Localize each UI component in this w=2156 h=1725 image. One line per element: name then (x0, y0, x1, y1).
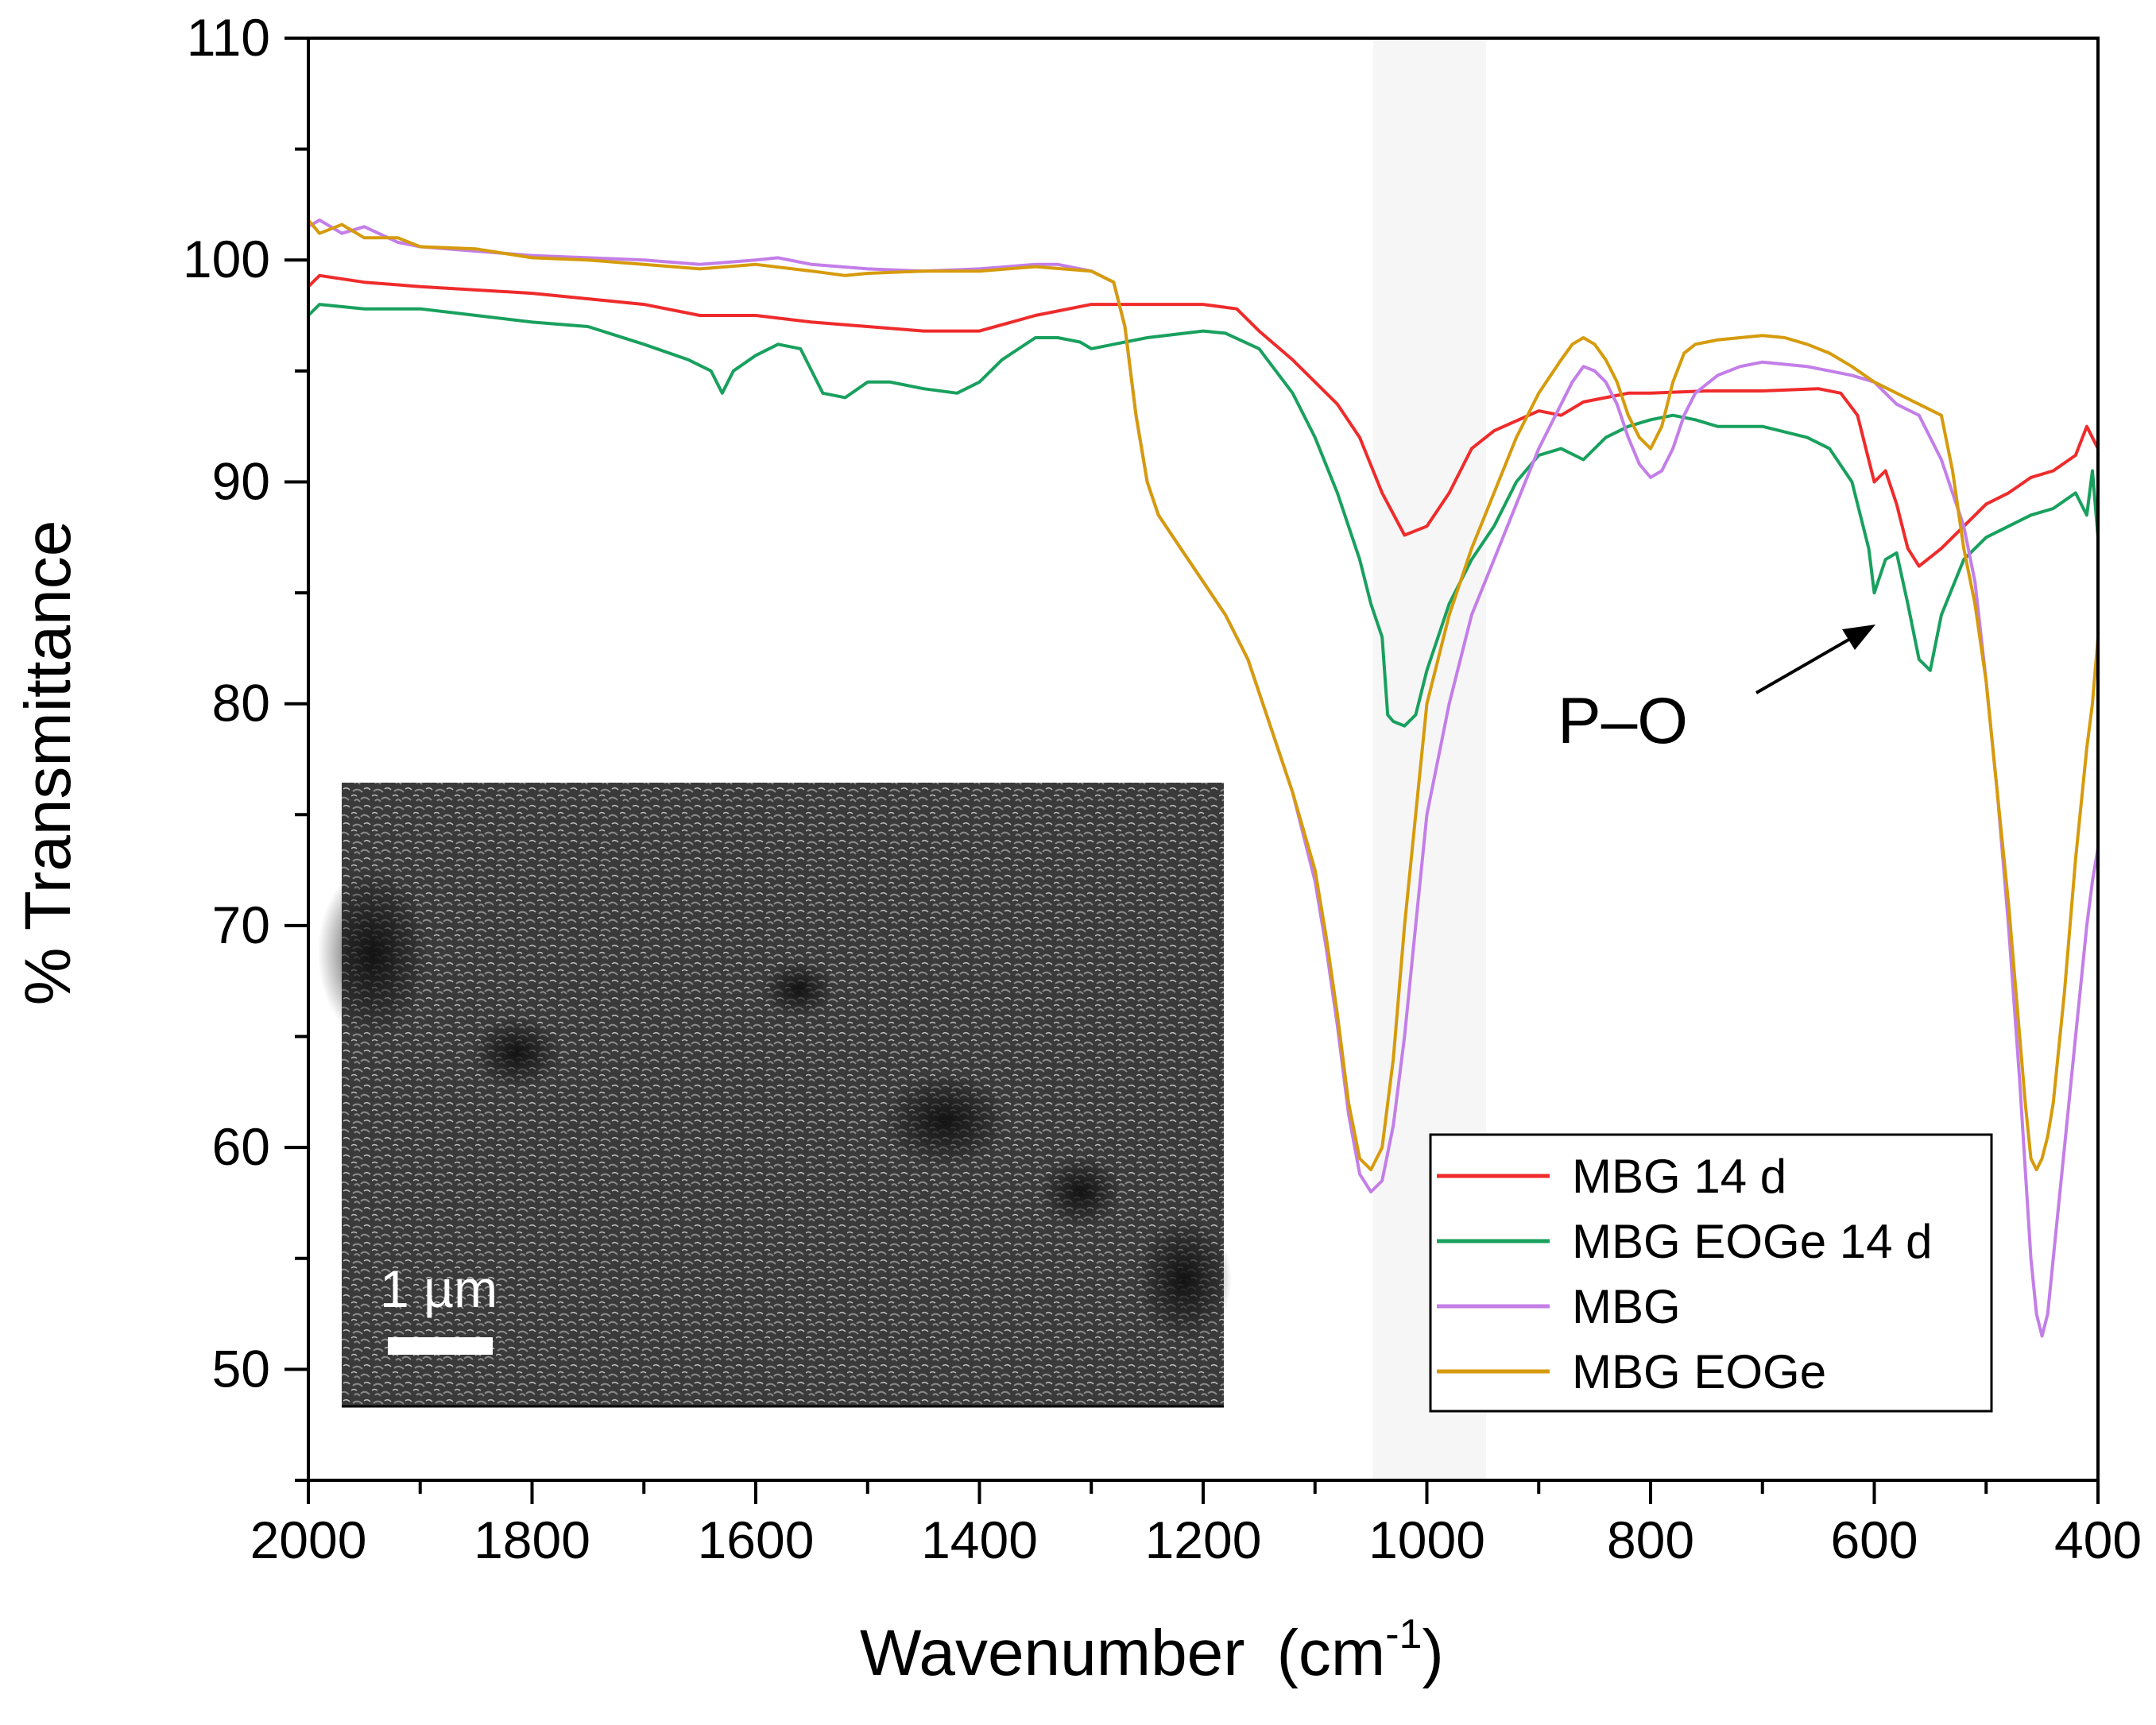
sem-pore (882, 1073, 1009, 1168)
series-line-mbg-eoge (308, 219, 2098, 1172)
annotation-label: P–O (1558, 685, 1688, 757)
x-tick-label: 600 (1830, 1510, 1918, 1569)
y-axis-title: % Transmittance (12, 520, 84, 1006)
x-tick-label: 1400 (921, 1510, 1038, 1569)
annotation-arrow-line (1755, 634, 1856, 694)
sem-pore (473, 1017, 560, 1089)
scale-bar-label: 1 µm (380, 1259, 497, 1318)
series-line-mbg-14-d (308, 273, 2098, 568)
y-tick-label: 110 (187, 8, 270, 67)
sem-inset: 1 µm (318, 783, 1232, 1408)
sem-image (342, 783, 1224, 1406)
sem-pore (1136, 1216, 1232, 1343)
sem-pore (318, 866, 429, 1041)
series-line-mbg-eoge-14-d (308, 303, 2098, 728)
annotation-arrowhead (1842, 625, 1875, 650)
annotation-p-o: P–O (1558, 625, 1875, 757)
x-tick-label: 1600 (698, 1510, 815, 1569)
y-tick-label: 90 (212, 451, 270, 510)
legend: MBG 14 d MBG EOGe 14 d MBG MBG EOGe (1429, 1133, 1993, 1413)
x-tick-label: 400 (2054, 1510, 2142, 1569)
x-tick-label: 1000 (1368, 1510, 1485, 1569)
y-tick-label: 80 (212, 674, 270, 733)
legend-label: MBG EOGe (1572, 1345, 1826, 1398)
y-tick-label: 50 (212, 1339, 270, 1398)
x-axis-title-unit: (cm (1277, 1617, 1386, 1689)
x-tick-label: 1200 (1145, 1510, 1262, 1569)
x-axis-title-unit-close: ) (1422, 1617, 1443, 1689)
x-axis: 2000 1800 1600 1400 1200 1000 800 600 400 (250, 1480, 2142, 1569)
sem-pore (763, 961, 834, 1017)
scale-bar (388, 1337, 493, 1355)
series-group (308, 219, 2098, 1338)
x-axis-title-unit-sup: -1 (1385, 1611, 1422, 1657)
y-axis: 50 60 70 80 90 100 110 (183, 8, 308, 1482)
sem-pore (1041, 1156, 1121, 1228)
y-tick-label: 100 (183, 230, 270, 288)
x-axis-title-main: Wavenumber (860, 1617, 1245, 1689)
legend-box (1429, 1133, 1993, 1413)
legend-label: MBG EOGe 14 d (1572, 1215, 1933, 1268)
legend-label: MBG (1572, 1280, 1681, 1333)
x-axis-title: Wavenumber (cm-1) (860, 1611, 1444, 1689)
x-tick-label: 1800 (474, 1510, 590, 1569)
legend-label: MBG 14 d (1572, 1150, 1786, 1203)
y-tick-label: 60 (212, 1117, 270, 1176)
x-tick-label: 2000 (250, 1510, 367, 1569)
x-tick-label: 800 (1607, 1510, 1694, 1569)
y-tick-label: 70 (212, 895, 270, 954)
